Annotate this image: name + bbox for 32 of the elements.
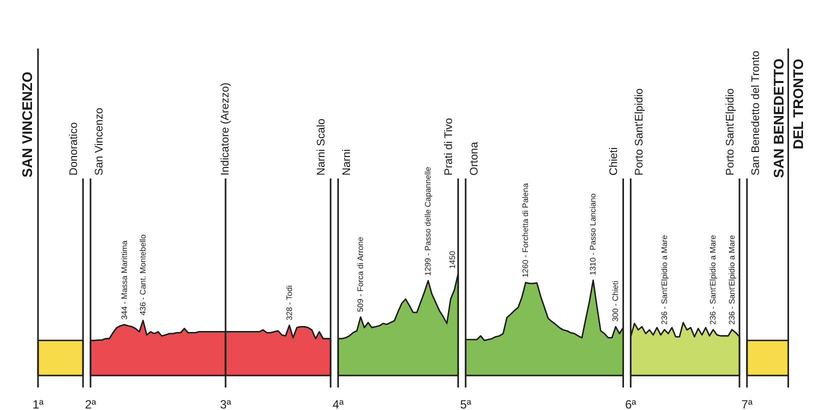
text: SAN BENEDETTO DEL TRONTO [770, 58, 806, 178]
x-tick-label: 2ª [84, 398, 97, 410]
text: Ortona [468, 140, 481, 176]
text: SAN VINCENZO [19, 72, 36, 178]
text: Chieti [608, 147, 620, 176]
x-tick-label: 6ª [625, 398, 637, 410]
data-label: 1260 - Forchetta di Palena [521, 182, 530, 278]
data-label: 328 - Todi [284, 285, 294, 320]
text: San Benedetto del Tronto [750, 50, 762, 176]
text: Prati di Tivo [443, 118, 456, 176]
text: Porto Sant'Elpidio [634, 88, 646, 176]
data-label: 300 - Chieti [611, 280, 620, 322]
data-label: 344 - Massa Marittima [120, 240, 129, 320]
x-tick-label: 3ª [220, 398, 232, 410]
data-label: 1310 - Passo Lanciano [588, 192, 598, 276]
text: Porto Sant'Elpidio [724, 88, 736, 176]
text: Narni Scalo [316, 118, 328, 176]
x-tick-label: 5ª [460, 398, 472, 410]
x-tick-label: 1ª [32, 398, 44, 410]
data-label: 236 - Sant'Elpidio a Mare [727, 234, 736, 325]
data-label: 1450 [448, 250, 458, 269]
text: Donoratico [68, 122, 80, 176]
data-label: 1299 - Passo delle Capannelle [424, 166, 433, 276]
data-label: 236 - Sant'Elpidio a Mare [660, 234, 669, 325]
data-label: 436 - Cant. Montebello [138, 234, 148, 316]
x-tick-label: 4ª [332, 398, 344, 410]
data-label: 509 - Forca di Arrone [356, 236, 366, 312]
text: San Vincenzo [94, 108, 106, 176]
text: Narni [341, 149, 354, 176]
x-tick-label: 7ª [741, 398, 754, 410]
data-label: 236 - Sant'Elpidio a Mare [708, 234, 718, 325]
text: Indicatore (Arezzo) [220, 82, 232, 176]
